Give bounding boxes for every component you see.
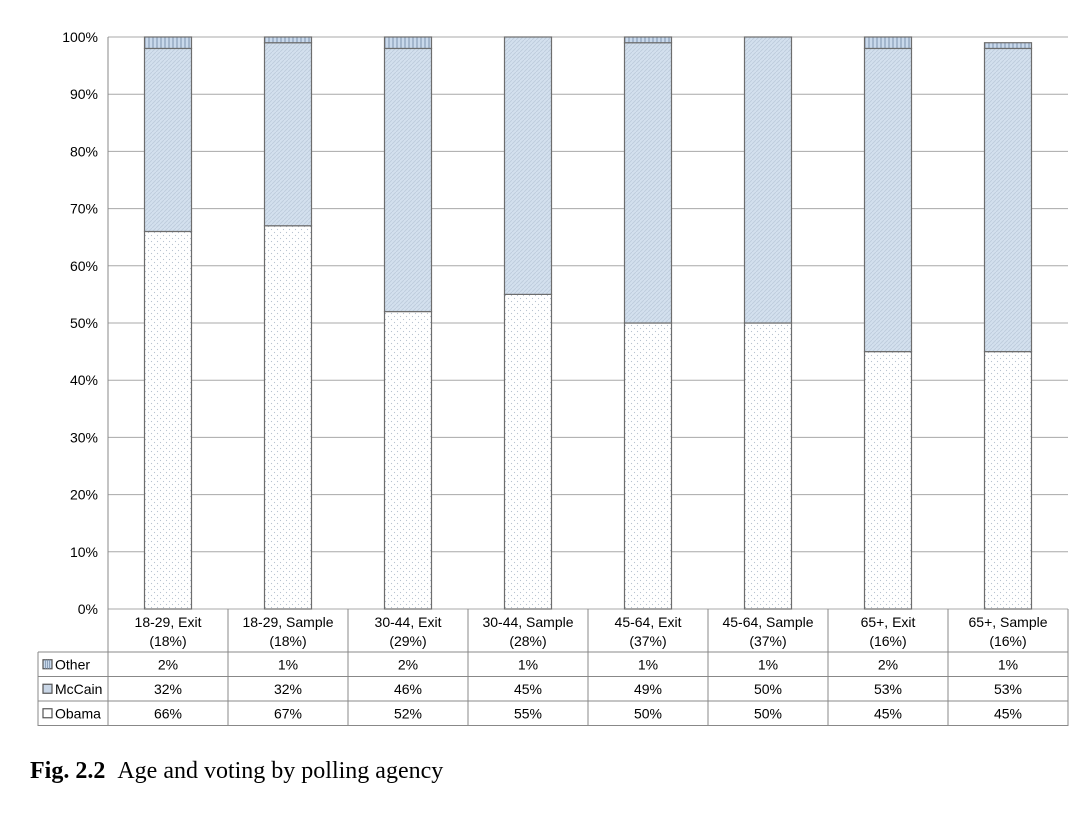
y-tick-label: 30% [70, 429, 98, 445]
data-table-cell: 32% [154, 681, 182, 697]
x-category-label: 65+, Sample [969, 614, 1048, 630]
bar-segment-mccain [383, 47, 433, 313]
legend-label-obama: Obama [55, 705, 101, 721]
x-category-label: 45-64, Sample [722, 614, 813, 630]
bar-segment-obama [143, 230, 193, 610]
bar-segment-other [863, 36, 913, 50]
bar-segment-mccain [863, 47, 913, 353]
data-table-cell: 45% [514, 681, 542, 697]
y-tick-label: 70% [70, 201, 98, 217]
bar-segment-other [983, 42, 1033, 50]
data-table-cell: 1% [518, 656, 538, 672]
x-category-label: 45-64, Exit [615, 614, 682, 630]
legend-swatch-hatch [45, 659, 50, 669]
bar-segment-obama [863, 351, 913, 610]
y-tick-label: 0% [78, 601, 98, 617]
data-table-cell: 45% [874, 705, 902, 721]
data-table-cell: 1% [638, 656, 658, 672]
y-tick-label: 100% [62, 29, 98, 45]
figure-caption: Fig. 2.2 Age and voting by polling agency [30, 758, 443, 785]
legend-swatch-obama [42, 708, 53, 719]
bar-segment-other [383, 36, 433, 50]
bar-segment-other [623, 36, 673, 44]
bar-segment-other [263, 36, 313, 44]
data-table-cell: 1% [758, 656, 778, 672]
bar-segment-mccain [503, 36, 553, 295]
x-category-label: (18%) [149, 633, 186, 649]
bar-segment-obama [623, 322, 673, 610]
legend-swatch-mccain [42, 683, 53, 694]
x-category-label: (37%) [629, 633, 666, 649]
x-category-label: 65+, Exit [861, 614, 916, 630]
legend-label-other: Other [55, 656, 90, 672]
x-category-label: (28%) [509, 633, 546, 649]
data-table-cell: 46% [394, 681, 422, 697]
bar-segment-mccain [143, 47, 193, 233]
legend-label-mccain: McCain [55, 681, 102, 697]
data-table-cell: 66% [154, 705, 182, 721]
data-table-cell: 49% [634, 681, 662, 697]
y-tick-label: 50% [70, 315, 98, 331]
bar-segment-obama [503, 293, 553, 610]
data-table-cell: 1% [998, 656, 1018, 672]
data-table-cell: 45% [994, 705, 1022, 721]
y-tick-label: 80% [70, 143, 98, 159]
x-category-label: 18-29, Exit [135, 614, 202, 630]
x-category-label: (29%) [389, 633, 426, 649]
data-table-cell: 2% [878, 656, 898, 672]
x-category-label: 30-44, Sample [482, 614, 573, 630]
data-table-cell: 50% [754, 681, 782, 697]
data-table-cell: 55% [514, 705, 542, 721]
bar-segment-mccain [743, 36, 793, 324]
data-table-cell: 2% [398, 656, 418, 672]
figure-caption-text: Age and voting by polling agency [117, 758, 444, 784]
bar-segment-other [143, 36, 193, 50]
y-tick-label: 60% [70, 258, 98, 274]
x-category-label: (16%) [989, 633, 1026, 649]
data-table-cell: 53% [994, 681, 1022, 697]
data-table-cell: 50% [754, 705, 782, 721]
y-tick-label: 20% [70, 487, 98, 503]
data-table-cell: 2% [158, 656, 178, 672]
x-category-label: 30-44, Exit [375, 614, 442, 630]
data-table-cell: 50% [634, 705, 662, 721]
x-category-label: (16%) [869, 633, 906, 649]
y-tick-label: 90% [70, 86, 98, 102]
bar-segment-obama [743, 322, 793, 610]
y-tick-label: 10% [70, 544, 98, 560]
x-category-label: 18-29, Sample [242, 614, 333, 630]
x-category-label: (37%) [749, 633, 786, 649]
bar-segment-obama [263, 225, 313, 610]
data-table-cell: 53% [874, 681, 902, 697]
data-table-cell: 52% [394, 705, 422, 721]
bar-segment-mccain [263, 42, 313, 227]
figure-number: Fig. 2.2 [30, 758, 106, 784]
bar-segment-mccain [983, 47, 1033, 353]
data-table-cell: 1% [278, 656, 298, 672]
y-tick-label: 40% [70, 372, 98, 388]
bar-segment-mccain [623, 42, 673, 324]
x-category-label: (18%) [269, 633, 306, 649]
data-table-cell: 32% [274, 681, 302, 697]
bar-segment-obama [383, 310, 433, 610]
bar-segment-obama [983, 351, 1033, 610]
data-table-cell: 67% [274, 705, 302, 721]
